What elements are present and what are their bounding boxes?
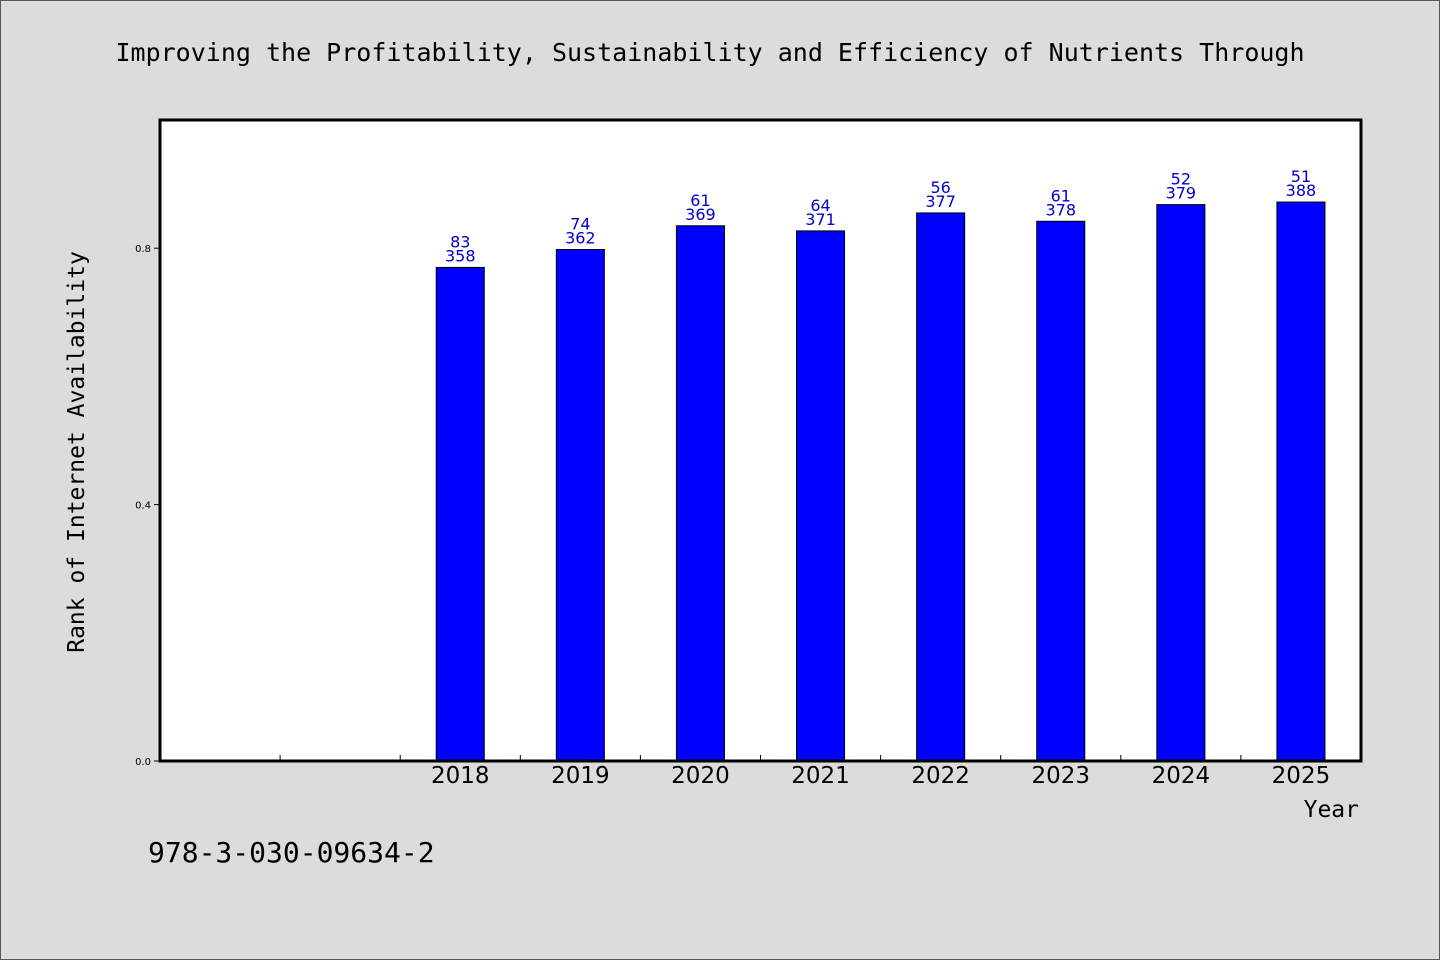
bar-2023 (1036, 220, 1086, 762)
bar-label-primary-2018: 83 (450, 232, 470, 251)
bar-label-secondary-2018: 358 (445, 246, 476, 265)
y-tick-label-0.4: 0.4 (135, 501, 151, 512)
y-axis-ticks: 0.0 0.4 0.8 (135, 244, 160, 768)
bars-group (435, 201, 1326, 762)
bar-2021 (796, 230, 846, 762)
bar-label-primary-2021: 64 (810, 196, 830, 215)
x-tick-label-2020: 2020 (671, 763, 730, 789)
x-tick-label-2023: 2023 (1031, 763, 1090, 789)
x-tick-label-2024: 2024 (1152, 763, 1211, 789)
bar-label-secondary-2025: 388 (1286, 181, 1317, 200)
bar-label-secondary-2019: 362 (565, 228, 596, 247)
bar-2025 (1276, 201, 1326, 762)
bar-label-secondary-2020: 369 (685, 205, 716, 224)
y-tick-label-0.0: 0.0 (135, 757, 151, 768)
bar-2019 (555, 248, 605, 762)
bar-label-primary-2020: 61 (690, 191, 710, 210)
bar-label-primary-2023: 61 (1051, 186, 1071, 205)
bar-2022 (916, 212, 966, 762)
bar-label-primary-2025: 51 (1291, 167, 1311, 186)
x-tick-label-2021: 2021 (791, 763, 850, 789)
bar-label-secondary-2023: 378 (1045, 200, 1076, 219)
bar-2018 (435, 266, 485, 762)
y-tick-label-0.8: 0.8 (135, 244, 151, 255)
x-tick-label-2018: 2018 (431, 763, 490, 789)
chart-title: Improving the Profitability, Sustainabil… (115, 38, 1304, 67)
y-axis-label: Rank of Internet Availability (64, 251, 90, 653)
x-axis-label: Year (1304, 797, 1359, 823)
x-axis-ticks: 2018 2019 2020 2021 2022 2023 2024 2025 (279, 755, 1331, 789)
footnote-isbn: 978-3-030-09634-2 (148, 836, 435, 869)
bar-label-primary-2022: 56 (930, 178, 950, 197)
bar-label-secondary-2021: 371 (805, 210, 836, 229)
bar-label-primary-2019: 74 (570, 214, 590, 233)
x-tick-label-2025: 2025 (1272, 763, 1331, 789)
bar-label-secondary-2022: 377 (925, 192, 956, 211)
bar-2020 (675, 225, 725, 762)
bar-2024 (1156, 204, 1206, 762)
x-tick-label-2022: 2022 (911, 763, 970, 789)
bar-label-primary-2024: 52 (1171, 170, 1191, 189)
bar-label-secondary-2024: 379 (1166, 184, 1197, 203)
x-tick-label-2019: 2019 (551, 763, 610, 789)
